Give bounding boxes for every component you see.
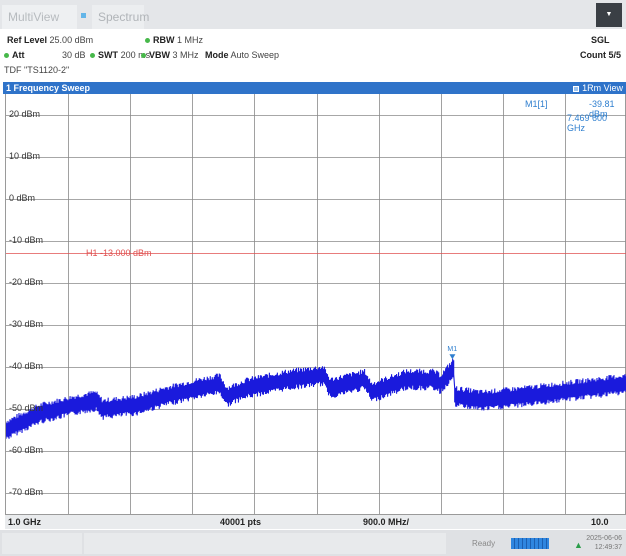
sweep-progress-bar <box>511 538 549 549</box>
h1-line-label: H1 -13.000 dBm <box>86 247 152 258</box>
marker-level: -39.81 dBm <box>589 99 615 119</box>
tdf-text: TDF "TS1120-2" <box>4 65 70 75</box>
close-tab-icon[interactable] <box>81 13 86 18</box>
marker-frequency: 7.469 600 GHz <box>567 113 608 133</box>
count-label: Count 5/5 <box>580 50 622 60</box>
coupled-indicator-icon <box>4 53 9 59</box>
y-axis-tick-label: 10 dBm <box>9 151 41 161</box>
mode-value: Auto Sweep <box>230 50 280 60</box>
mode-setting[interactable]: Mode Auto Sweep <box>205 50 279 60</box>
network-icon: ▲ <box>574 540 583 550</box>
y-axis-tick-label: -50 dBm <box>9 403 44 413</box>
tab-bar: MultiView Spectrum ▼ <box>0 0 626 29</box>
rbw-setting[interactable]: RBW 1 MHz <box>145 35 203 45</box>
sweep-count: Count 5/5 <box>580 50 621 60</box>
att-value-group: 30 dB SWT 200 ms <box>62 50 150 60</box>
sgl-label: SGL <box>591 35 610 45</box>
att-value: 30 dB <box>62 50 86 60</box>
marker-triangle-icon <box>449 354 456 360</box>
sgl-indicator: SGL <box>591 35 610 45</box>
sweep-points: 40001 pts <box>220 517 262 527</box>
status-time: 12:49:37 <box>594 544 622 551</box>
tab-multiview[interactable]: MultiView <box>2 5 77 29</box>
swt-value: 200 ms <box>120 50 151 60</box>
y-axis-tick-label: 0 dBm <box>9 193 36 203</box>
marker-tag: M1 <box>447 346 457 353</box>
y-axis-tick-label: -20 dBm <box>9 277 44 287</box>
trace-icon <box>573 85 580 92</box>
spectrum-trace <box>6 358 626 439</box>
spectrum-plot[interactable]: M1 20 dBm 10 dBm 0 dBm -10 dBm -20 dBm -30 dB… <box>5 94 626 514</box>
status-date: 2025-06-06 <box>586 535 622 542</box>
vbw-setting[interactable]: VBW 3 MHz <box>141 50 199 60</box>
tab-spectrum[interactable]: Spectrum <box>92 5 149 29</box>
mode-label: Mode <box>205 50 229 60</box>
y-axis-tick-label: -30 dBm <box>9 319 44 329</box>
y-axis-tick-label: -70 dBm <box>9 487 44 497</box>
coupled-indicator-icon <box>141 53 146 59</box>
status-field <box>2 533 82 554</box>
ref-level-setting[interactable]: Ref Level 25.00 dBm <box>7 35 93 45</box>
dropdown-caret-icon[interactable]: ▼ <box>596 3 622 27</box>
vbw-label: VBW <box>149 50 170 60</box>
vbw-value: 3 MHz <box>172 50 199 60</box>
rbw-value: 1 MHz <box>177 35 204 45</box>
status-ready: Ready <box>472 539 496 548</box>
swt-label[interactable]: SWT <box>98 50 119 60</box>
date-time: 2025-06-06 12:49:37 <box>586 534 622 552</box>
att-label: Att <box>12 50 25 60</box>
marker-name: M1[1] <box>525 99 548 109</box>
y-axis-tick-label: -60 dBm <box>9 445 44 455</box>
window-title-bar[interactable]: 1 Frequency Sweep 1Rm View <box>3 82 626 94</box>
spectrum-chart: M1 <box>6 94 626 514</box>
window-title: 1 Frequency Sweep <box>6 83 91 93</box>
coupled-indicator-icon <box>90 53 96 59</box>
rbw-label: RBW <box>153 35 175 45</box>
coupled-indicator-icon <box>145 38 150 44</box>
status-message-field <box>84 533 446 554</box>
y-axis-tick-label: -10 dBm <box>9 235 44 245</box>
status-bar: Ready ▲ 2025-06-06 12:49:37 <box>0 530 626 556</box>
transducer-label: TDF "TS1120-2" <box>4 65 69 75</box>
frequency-span-per-division: 900.0 MHz/ <box>363 517 410 527</box>
y-axis-tick-label: -40 dBm <box>9 361 44 371</box>
ref-level-label: Ref Level <box>7 35 48 45</box>
start-frequency: 1.0 GHz <box>8 517 42 527</box>
ref-level-value: 25.00 dBm <box>49 35 94 45</box>
trace-view-indicator: 1Rm View <box>573 82 623 94</box>
att-setting[interactable]: Att <box>4 50 25 60</box>
view-label: 1Rm View <box>582 83 623 93</box>
frequency-axis-bar: 1.0 GHz 40001 pts 900.0 MHz/ 10.0 GHz <box>5 514 626 541</box>
measurement-settings: Ref Level 25.00 dBm RBW 1 MHz SGL Att 30… <box>0 29 626 82</box>
y-axis-tick-label: 20 dBm <box>9 109 41 119</box>
